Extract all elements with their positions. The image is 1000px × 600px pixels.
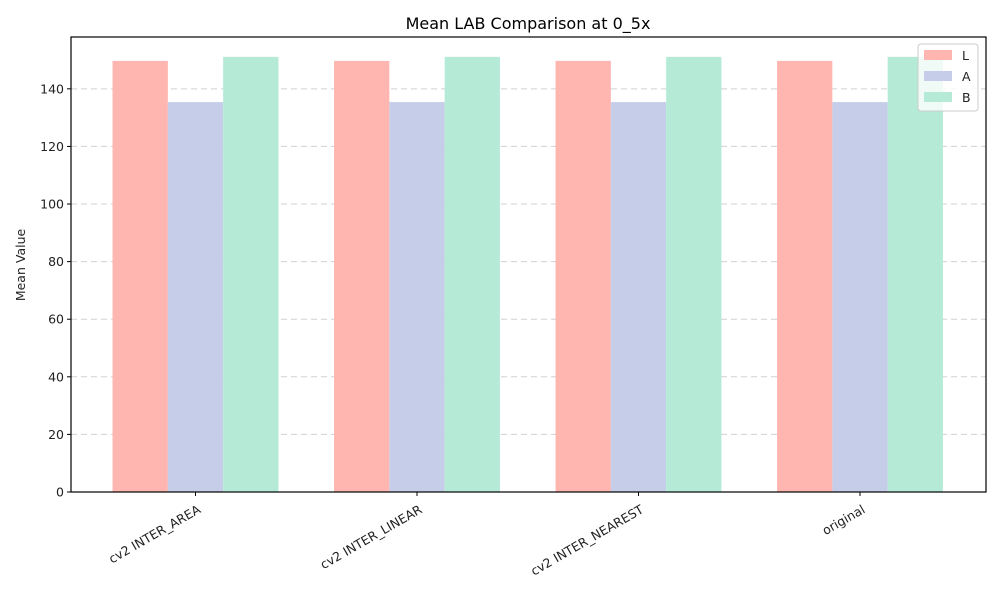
bar-L bbox=[777, 60, 833, 493]
y-axis-ticks: 0 20 40 60 80 100 120 140 bbox=[40, 81, 71, 500]
chart-title: Mean LAB Comparison at 0_5x bbox=[406, 14, 651, 34]
y-tick-label: 20 bbox=[48, 427, 64, 442]
y-tick-label: 80 bbox=[48, 254, 64, 269]
y-tick-label: 120 bbox=[40, 139, 64, 154]
x-tick-label: cv2 INTER_LINEAR bbox=[318, 501, 425, 572]
legend-swatch-B bbox=[924, 92, 952, 102]
legend-swatch-A bbox=[924, 71, 952, 81]
x-tick-label: cv2 INTER_NEAREST bbox=[528, 501, 646, 578]
bar-A bbox=[389, 102, 445, 492]
bar-A bbox=[610, 102, 667, 492]
bar-A bbox=[167, 102, 224, 492]
x-tick-label: cv2 INTER_AREA bbox=[106, 501, 203, 566]
bar-B bbox=[444, 56, 500, 493]
bars bbox=[112, 56, 943, 493]
legend-label: A bbox=[962, 69, 971, 84]
bar-L bbox=[334, 60, 390, 493]
bar-L bbox=[112, 60, 168, 493]
bar-B bbox=[887, 56, 943, 493]
x-axis-ticks: cv2 INTER_AREA cv2 INTER_LINEAR cv2 INTER_… bbox=[106, 492, 868, 578]
y-tick-label: 140 bbox=[40, 81, 64, 96]
legend: LAB bbox=[917, 43, 979, 112]
x-tick-label: original bbox=[820, 502, 868, 538]
legend-label: L bbox=[962, 48, 969, 63]
y-tick-label: 100 bbox=[40, 197, 64, 212]
y-axis-label: Mean Value bbox=[13, 229, 28, 302]
y-tick-label: 40 bbox=[48, 369, 64, 384]
legend-swatch-L bbox=[924, 50, 952, 60]
bar-B bbox=[223, 56, 279, 493]
legend-label: B bbox=[962, 90, 971, 105]
bar-L bbox=[555, 60, 611, 493]
bar-B bbox=[666, 56, 722, 493]
y-tick-label: 60 bbox=[48, 312, 64, 327]
bar-A bbox=[832, 102, 888, 492]
y-tick-label: 0 bbox=[56, 485, 64, 500]
plot-frame bbox=[70, 36, 987, 493]
